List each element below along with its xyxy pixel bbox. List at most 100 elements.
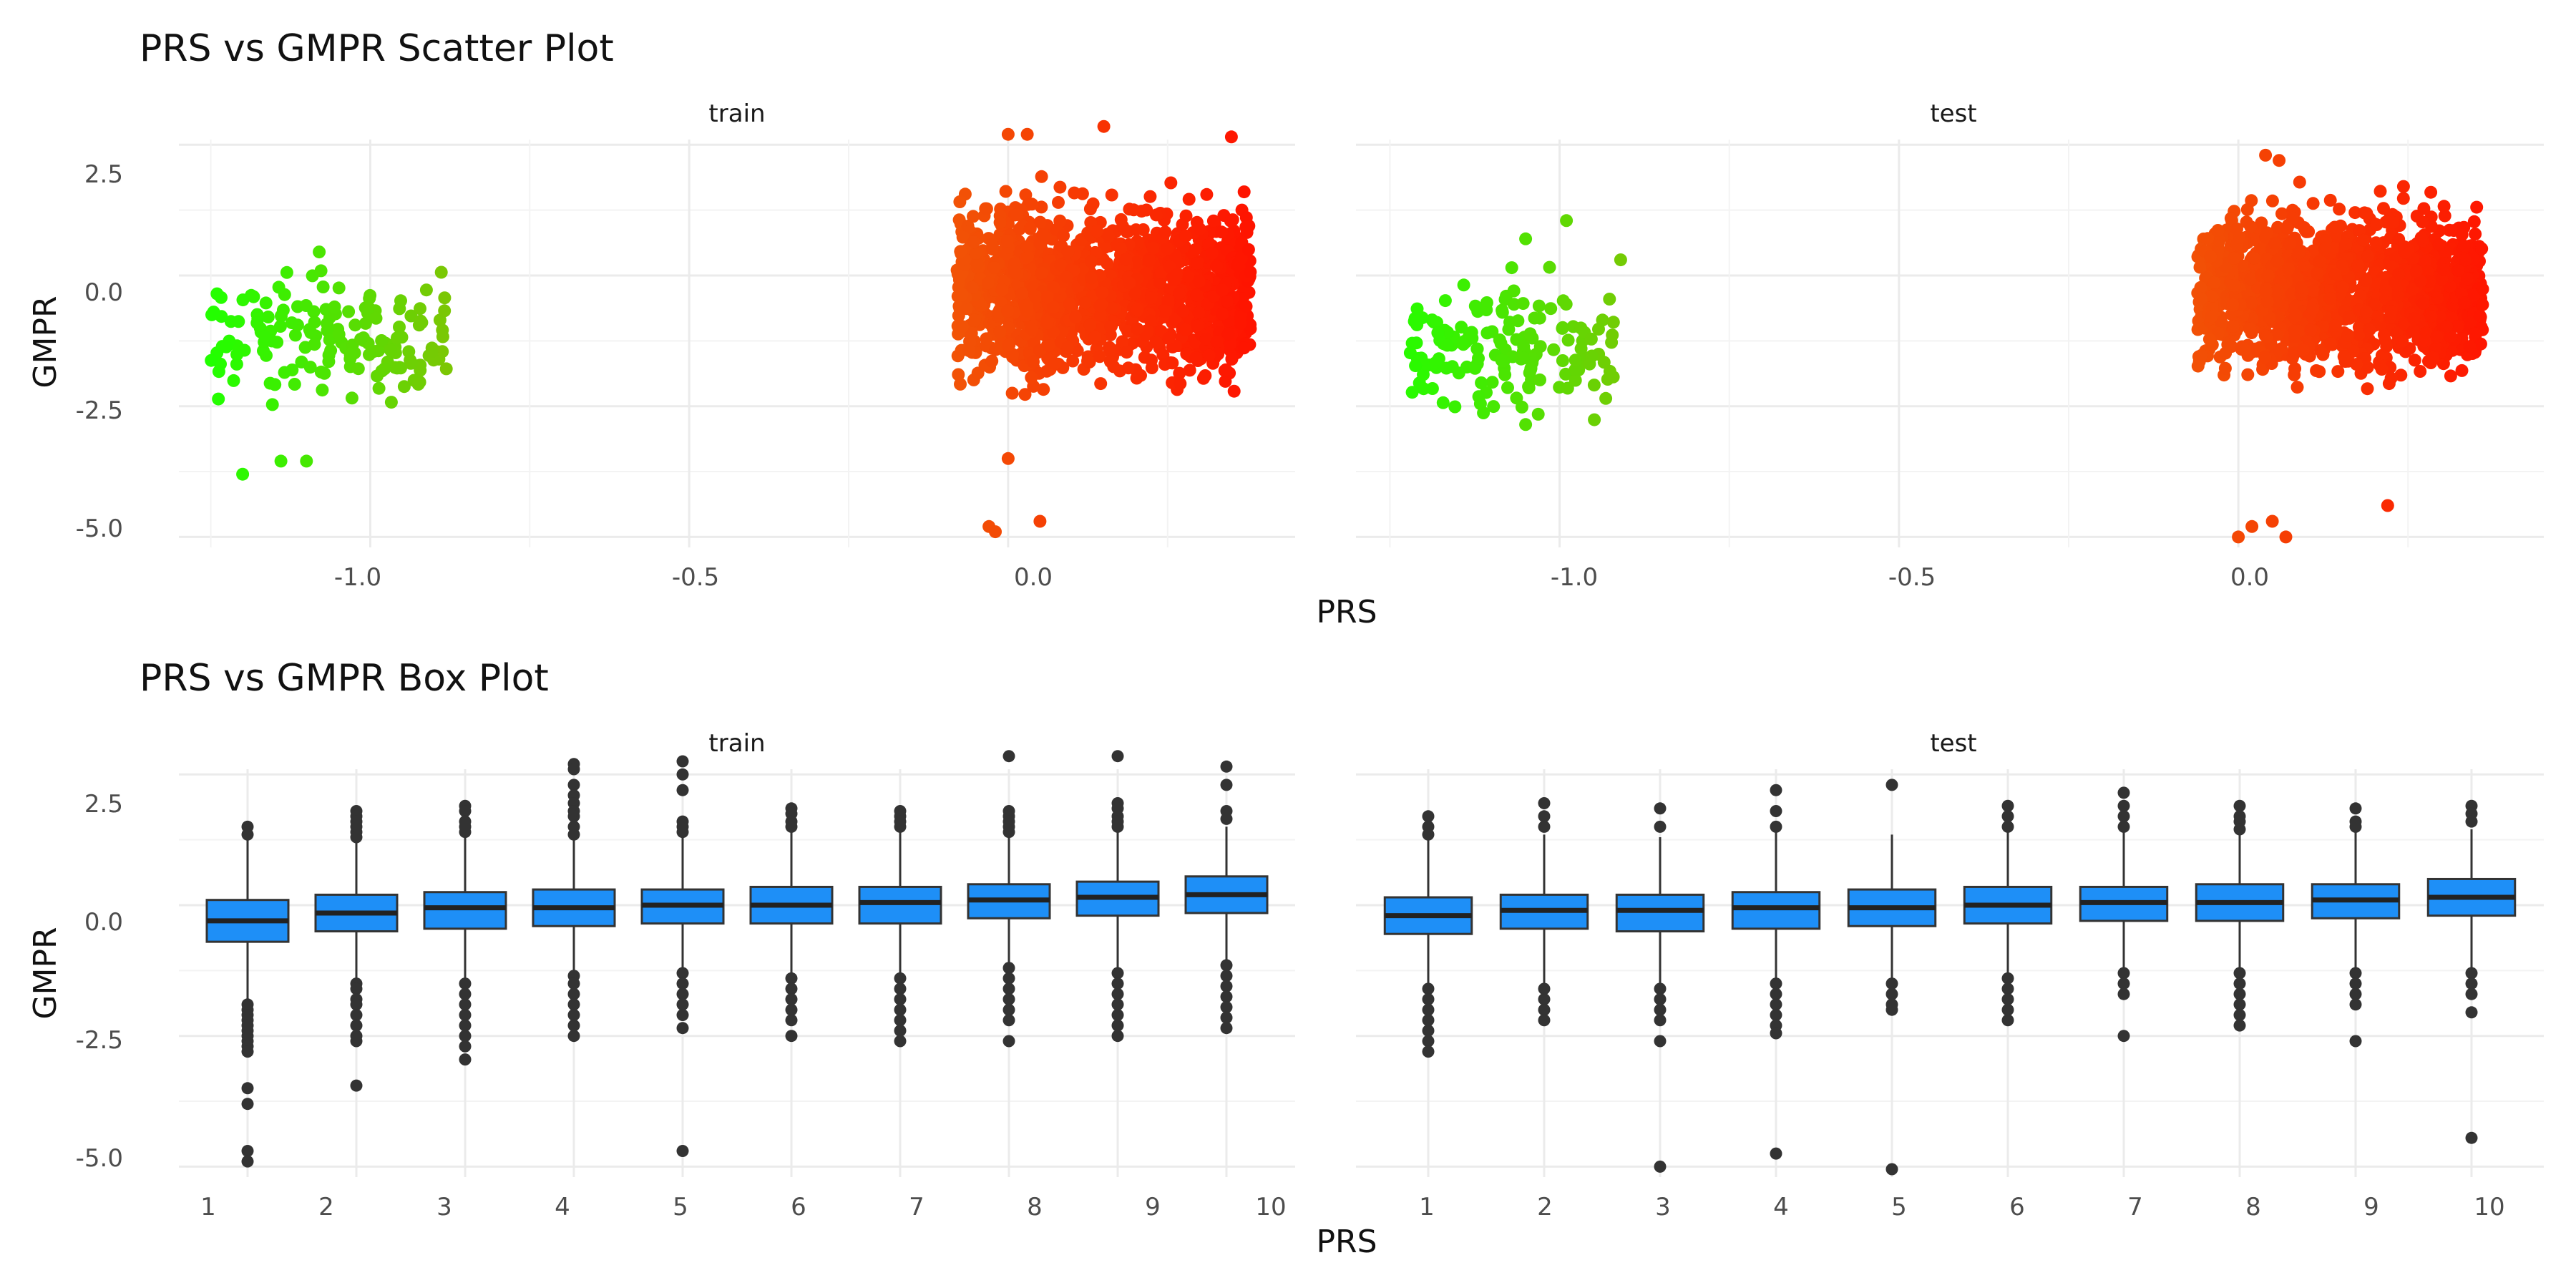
box-x-tick-labels-train: 1 2 3 4 5 6 7 8 9 10 <box>200 1193 1286 1221</box>
scatter-point <box>2270 328 2284 341</box>
scatter-point <box>1121 361 1135 375</box>
box-outlier <box>1422 1035 1435 1048</box>
box-outlier <box>241 1098 254 1111</box>
scatter-point <box>372 381 386 395</box>
scatter-point <box>1193 223 1206 235</box>
box-outlier <box>350 982 363 995</box>
scatter-point <box>314 264 328 278</box>
scatter-point <box>2215 315 2228 328</box>
scatter-point <box>2416 215 2429 229</box>
scatter-point <box>1522 380 1536 394</box>
box-outlier <box>1111 987 1124 1000</box>
scatter-point <box>2230 223 2243 235</box>
box-outlier <box>894 820 907 833</box>
box-outlier <box>567 1009 580 1021</box>
scatter-point <box>1498 368 1512 381</box>
box-outlier <box>2233 1019 2246 1032</box>
box-outlier <box>2465 1131 2478 1144</box>
box-outlier <box>2349 802 2362 815</box>
scatter-point <box>2408 353 2421 367</box>
scatter-point <box>1501 381 1514 394</box>
scatter-point <box>2311 267 2323 280</box>
scatter-point <box>2270 255 2284 268</box>
box-outlier <box>1770 820 1782 833</box>
scatter-point <box>2361 382 2374 396</box>
scatter-point <box>1480 303 1493 316</box>
scatter-point <box>1143 190 1157 203</box>
scatter-point <box>288 378 301 391</box>
scatter-point <box>2241 368 2255 381</box>
scatter-point <box>2375 363 2389 376</box>
scatter-point <box>2205 289 2218 303</box>
scatter-point <box>1224 337 1237 351</box>
scatter-x-tick-labels-train: -1.0 -0.5 0.0 <box>334 563 1053 592</box>
box-panel-test: test <box>1356 729 2544 1177</box>
scatter-point <box>1497 354 1511 368</box>
box-outlier <box>2117 820 2130 833</box>
scatter-point <box>375 334 389 347</box>
scatter-point <box>2473 309 2487 323</box>
scatter-x-tick-label: 0.0 <box>1014 563 1053 592</box>
scatter-point <box>1202 236 1216 250</box>
box-outlier <box>350 1009 363 1021</box>
box-outlier <box>1654 802 1667 815</box>
scatter-point <box>405 356 419 370</box>
scatter-strip-test: test <box>1930 99 1976 128</box>
scatter-point <box>2455 364 2469 377</box>
scatter-point <box>1189 243 1202 256</box>
scatter-x-tick-label: 0.0 <box>2230 563 2269 592</box>
box-outlier <box>2465 977 2478 990</box>
box-outlier <box>1538 797 1551 809</box>
box-9 <box>2311 802 2401 1048</box>
scatter-point <box>2218 361 2232 375</box>
scatter-x-tick-label: -1.0 <box>334 563 381 592</box>
scatter-point <box>2392 267 2406 280</box>
box-outlier <box>676 1022 689 1035</box>
box-outlier <box>567 779 580 791</box>
scatter-point <box>2386 215 2400 229</box>
box-x-tick-label: 5 <box>673 1193 688 1221</box>
scatter-point <box>205 353 218 367</box>
scatter-point <box>2306 303 2320 316</box>
scatter-point <box>1225 352 1239 366</box>
scatter-point <box>1008 265 1021 278</box>
scatter-point <box>1015 287 1029 301</box>
box-outlier <box>1220 970 1233 982</box>
scatter-point <box>397 380 411 394</box>
scatter-point <box>1472 390 1485 404</box>
scatter-point <box>2440 320 2454 333</box>
scatter-point <box>1047 326 1060 339</box>
box-5 <box>640 755 725 1157</box>
scatter-point <box>1494 336 1508 350</box>
scatter-point <box>2244 272 2258 286</box>
scatter-point <box>1196 371 1210 385</box>
scatter-point <box>1403 346 1417 360</box>
scatter-point <box>1224 130 1238 144</box>
box-y-axis-title: GMPR <box>27 927 64 1019</box>
scatter-point <box>1153 275 1166 289</box>
box-outlier <box>1111 998 1124 1011</box>
scatter-point <box>1001 127 1015 141</box>
scatter-point <box>1101 228 1114 241</box>
box-outlier <box>2001 982 2014 995</box>
scatter-point <box>1085 271 1098 285</box>
box-x-tick-label: 7 <box>2127 1193 2143 1221</box>
scatter-point <box>1063 297 1076 311</box>
scatter-point <box>1568 374 1582 387</box>
scatter-point <box>965 326 978 340</box>
box-outlier <box>1220 1001 1233 1013</box>
scatter-point <box>1505 261 1518 275</box>
box-outlier <box>2233 998 2246 1011</box>
scatter-point <box>280 265 293 279</box>
scatter-point <box>989 343 1002 356</box>
scatter-point <box>1475 376 1488 389</box>
scatter-point <box>2381 499 2394 512</box>
box-outlier <box>2349 998 2362 1011</box>
scatter-point <box>1149 208 1163 222</box>
box-8 <box>967 750 1051 1048</box>
box-2 <box>314 805 399 1092</box>
scatter-point <box>220 340 233 353</box>
box-outlier <box>1220 980 1233 992</box>
scatter-point <box>1210 335 1224 348</box>
scatter-point <box>1556 354 1569 367</box>
